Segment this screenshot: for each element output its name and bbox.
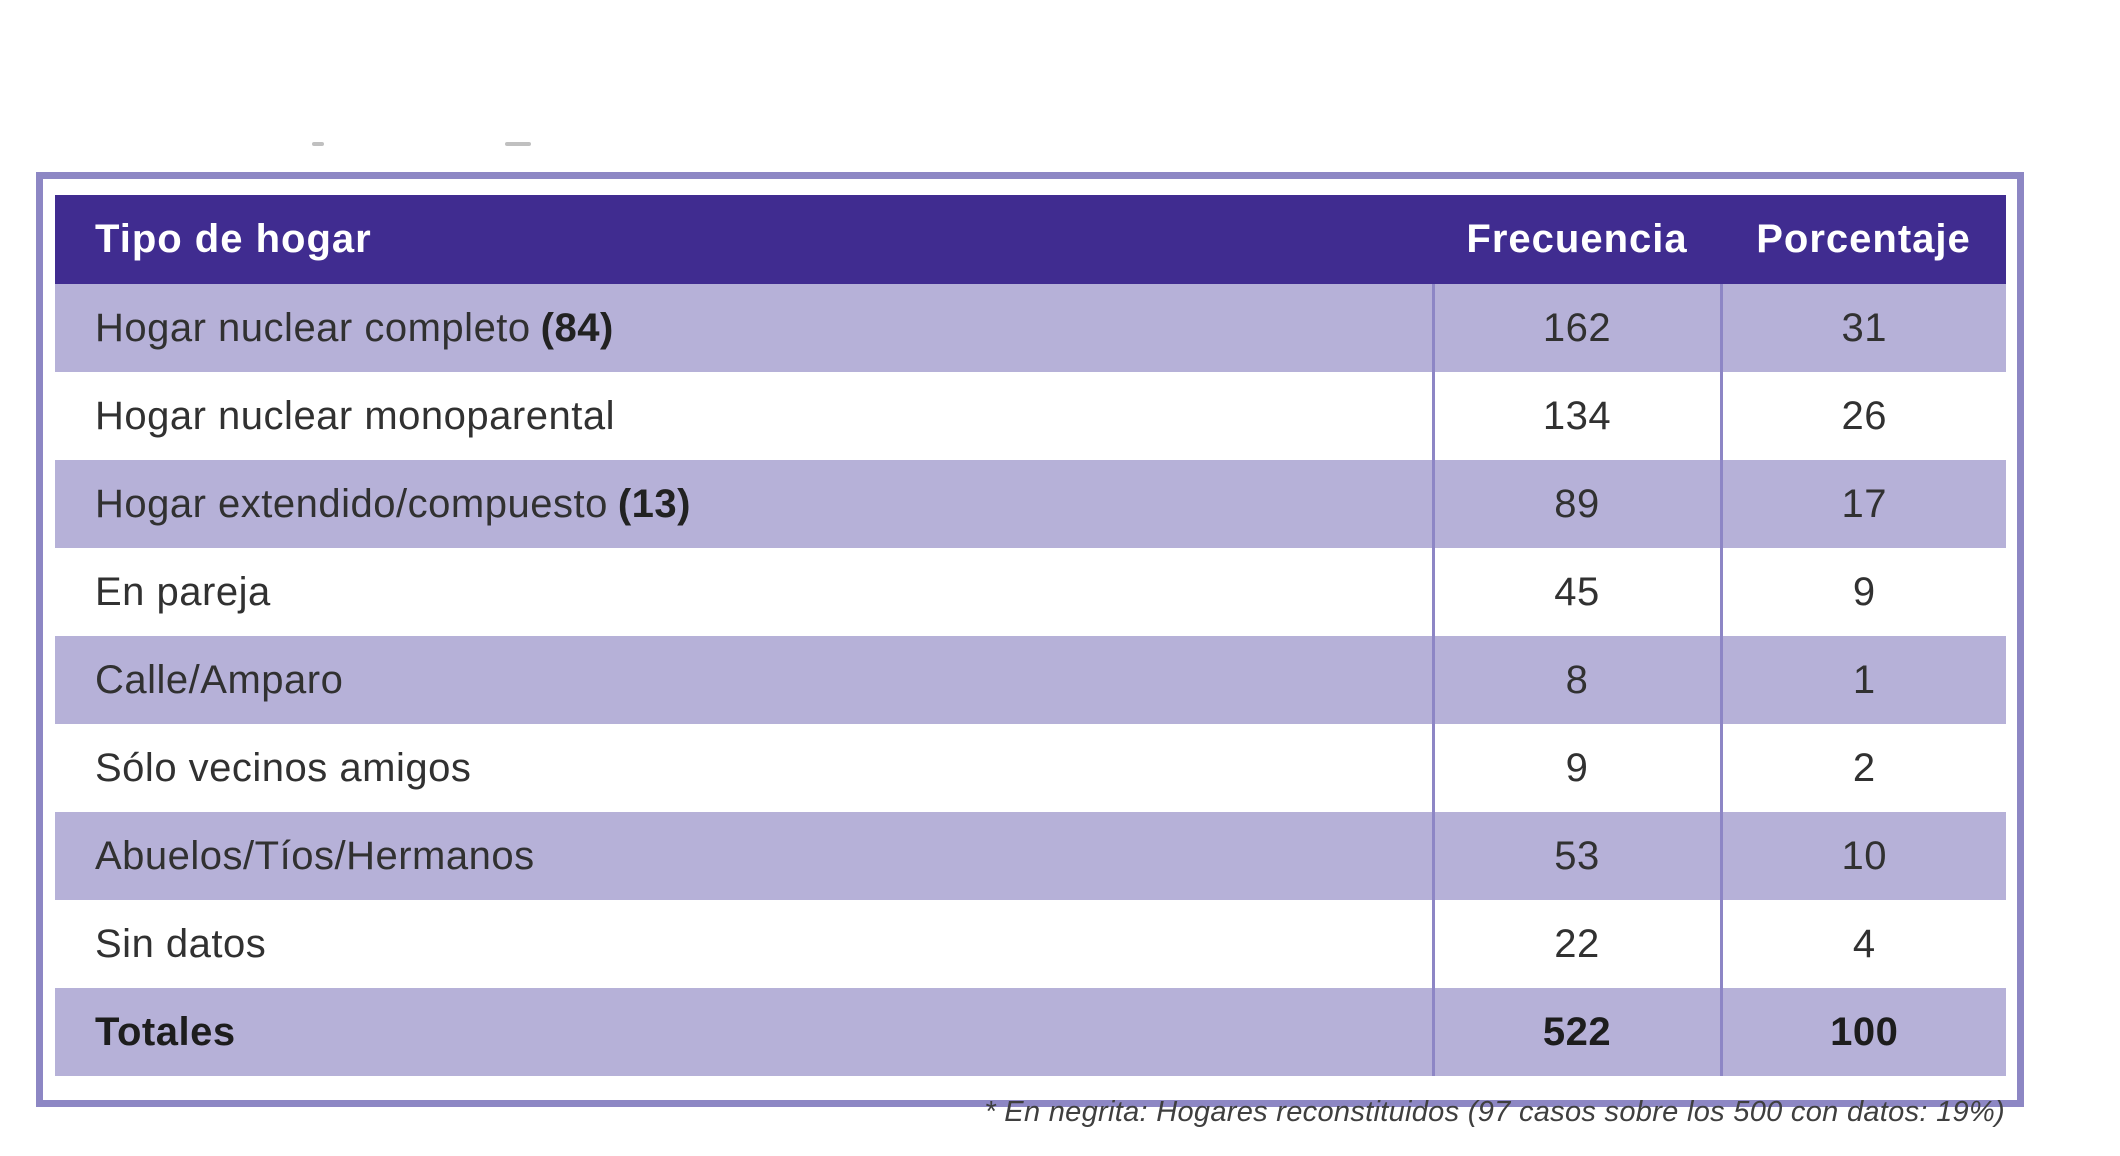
col-header-porcentaje: Porcentaje [1721,195,2006,284]
cell-tipo: Calle/Amparo [55,636,1433,724]
table-row: Calle/Amparo 8 1 [55,636,2006,724]
row-label: En pareja [95,569,271,614]
table-row: Abuelos/Tíos/Hermanos 53 10 [55,812,2006,900]
row-label: Totales [95,1009,236,1054]
cell-tipo: En pareja [55,548,1433,636]
col-header-tipo-de-hogar: Tipo de hogar [55,195,1433,284]
cell-tipo: Totales [55,988,1433,1076]
cell-porcentaje: 26 [1719,372,2006,460]
cell-tipo: Sin datos [55,900,1433,988]
table-row: Hogar extendido/compuesto (13) 89 17 [55,460,2006,548]
cell-frecuencia: 134 [1431,372,1721,460]
cell-porcentaje: 1 [1719,636,2006,724]
row-bold-note: (84) [540,305,614,350]
row-label: Hogar extendido/compuesto [95,481,608,526]
household-type-table: Tipo de hogar Frecuencia Porcentaje Hoga… [55,195,2006,1076]
cell-tipo: Abuelos/Tíos/Hermanos [55,812,1433,900]
cell-tipo: Hogar extendido/compuesto (13) [55,460,1433,548]
cell-frecuencia: 162 [1431,284,1721,372]
cell-porcentaje: 9 [1719,548,2006,636]
cell-porcentaje: 17 [1719,460,2006,548]
cell-tipo: Hogar nuclear monoparental [55,372,1433,460]
cell-frecuencia: 53 [1431,812,1721,900]
table-row: Hogar nuclear completo (84) 162 31 [55,284,2006,372]
row-label: Calle/Amparo [95,657,344,702]
cell-porcentaje: 10 [1719,812,2006,900]
table-body: Hogar nuclear completo (84) 162 31 Hogar … [55,284,2006,1076]
row-label: Hogar nuclear completo [95,305,531,350]
table-header: Tipo de hogar Frecuencia Porcentaje [55,195,2006,284]
cell-porcentaje: 2 [1719,724,2006,812]
cell-tipo: Hogar nuclear completo (84) [55,284,1433,372]
table-footnote: * En negrita: Hogares reconstituidos (97… [984,1096,2005,1128]
cell-porcentaje: 100 [1719,988,2006,1076]
totals-row: Totales 522 100 [55,988,2006,1076]
row-label: Sólo vecinos amigos [95,745,472,790]
row-bold-note: (13) [617,481,691,526]
row-label: Hogar nuclear monoparental [95,393,615,438]
table-frame: Tipo de hogar Frecuencia Porcentaje Hoga… [36,172,2024,1107]
cell-frecuencia: 89 [1431,460,1721,548]
cell-frecuencia: 22 [1431,900,1721,988]
table-row: Hogar nuclear monoparental 134 26 [55,372,2006,460]
cropped-caption-artifact-right [505,142,531,146]
row-label: Abuelos/Tíos/Hermanos [95,833,535,878]
header-row: Tipo de hogar Frecuencia Porcentaje [55,195,2006,284]
row-label: Sin datos [95,921,267,966]
table-row: En pareja 45 9 [55,548,2006,636]
cell-frecuencia: 8 [1431,636,1721,724]
cropped-caption-artifact-left [312,142,324,146]
cell-frecuencia: 45 [1431,548,1721,636]
table-row: Sólo vecinos amigos 9 2 [55,724,2006,812]
cell-porcentaje: 4 [1719,900,2006,988]
cell-frecuencia: 522 [1431,988,1721,1076]
cell-tipo: Sólo vecinos amigos [55,724,1433,812]
cell-frecuencia: 9 [1431,724,1721,812]
cell-porcentaje: 31 [1719,284,2006,372]
col-header-frecuencia: Frecuencia [1433,195,1721,284]
table-row: Sin datos 22 4 [55,900,2006,988]
